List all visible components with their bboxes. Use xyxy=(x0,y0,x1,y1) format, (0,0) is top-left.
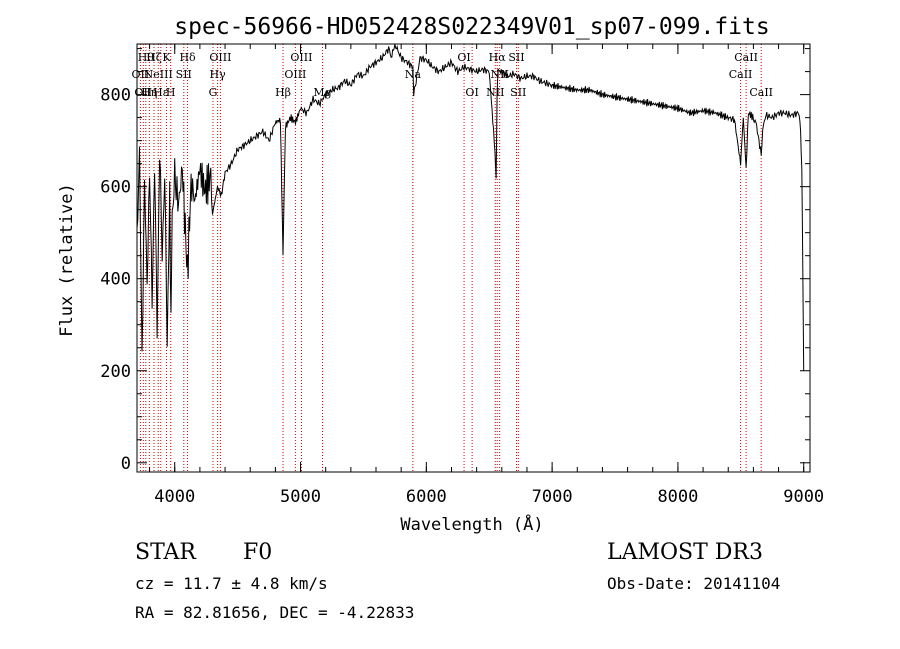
line-label-15: OIII xyxy=(284,68,306,81)
x-tick-label-2: 6000 xyxy=(406,487,447,507)
line-label-26: CaII xyxy=(729,68,753,81)
line-label-9: SII xyxy=(176,68,192,81)
line-label-2: Hθ xyxy=(138,51,155,64)
line-label-5: NeIII xyxy=(144,68,173,81)
line-label-11: G xyxy=(209,86,218,99)
x-axis-label: Wavelength (Å) xyxy=(400,513,543,535)
line-label-14: Hβ xyxy=(275,86,291,99)
line-label-22: Hα xyxy=(489,51,507,64)
line-label-24: SII xyxy=(508,51,524,64)
x-tick-label-3: 7000 xyxy=(532,487,573,507)
y-axis-ticks: 0 200 400 600 800 xyxy=(100,48,810,474)
spectrum-line xyxy=(136,43,805,371)
line-label-6: Hε xyxy=(153,86,169,99)
line-label-28: CaII xyxy=(749,86,773,99)
line-label-17: Mg xyxy=(313,86,331,99)
emission-line-labels: OIIOIIHθHηHζNeIIIHεKHSIIHδGHγOIIIHβOIIIO… xyxy=(132,51,773,99)
y-tick-label-1: 200 xyxy=(100,362,131,382)
redshift-cz: cz = 11.7 ± 4.8 km/s xyxy=(135,574,328,593)
y-tick-label-3: 600 xyxy=(100,178,131,198)
line-label-25: SII xyxy=(510,86,526,99)
line-label-21: NII xyxy=(486,86,504,99)
line-label-8: H xyxy=(166,86,176,99)
object-type: STAR xyxy=(135,540,196,565)
y-tick-label-2: 400 xyxy=(100,270,131,290)
chart-title: spec-56966-HD052428S022349V01_sp07-099.f… xyxy=(174,14,769,40)
line-label-12: Hγ xyxy=(210,68,227,81)
line-label-0: OII xyxy=(132,68,150,81)
emission-line-markers xyxy=(139,44,762,472)
x-axis-ticks: 4000 5000 6000 7000 8000 9000 xyxy=(149,44,824,507)
line-label-13: OIII xyxy=(209,51,231,64)
line-label-19: OI xyxy=(457,51,470,64)
line-label-4: Hζ xyxy=(146,51,162,64)
line-label-10: Hδ xyxy=(179,51,196,64)
x-tick-label-1: 5000 xyxy=(280,487,321,507)
line-label-1: OII xyxy=(134,86,152,99)
x-tick-label-4: 8000 xyxy=(657,487,698,507)
spectral-subclass: F0 xyxy=(243,540,273,565)
x-tick-label-0: 4000 xyxy=(154,487,195,507)
y-axis-label: Flux (relative) xyxy=(57,183,77,337)
line-label-16: OIII xyxy=(290,51,312,64)
survey-name: LAMOST DR3 xyxy=(607,540,763,565)
y-tick-label-4: 800 xyxy=(100,86,131,106)
line-label-3: Hη xyxy=(141,86,157,99)
plot-frame xyxy=(136,43,811,473)
y-tick-label-0: 0 xyxy=(121,454,131,474)
observation-date: Obs-Date: 20141104 xyxy=(607,574,781,593)
line-label-7: K xyxy=(162,51,171,64)
x-tick-label-5: 9000 xyxy=(783,487,824,507)
line-label-27: CaII xyxy=(734,51,758,64)
ra-dec-coordinates: RA = 82.81656, DEC = -4.22833 xyxy=(135,603,415,622)
line-label-20: OI xyxy=(465,86,478,99)
